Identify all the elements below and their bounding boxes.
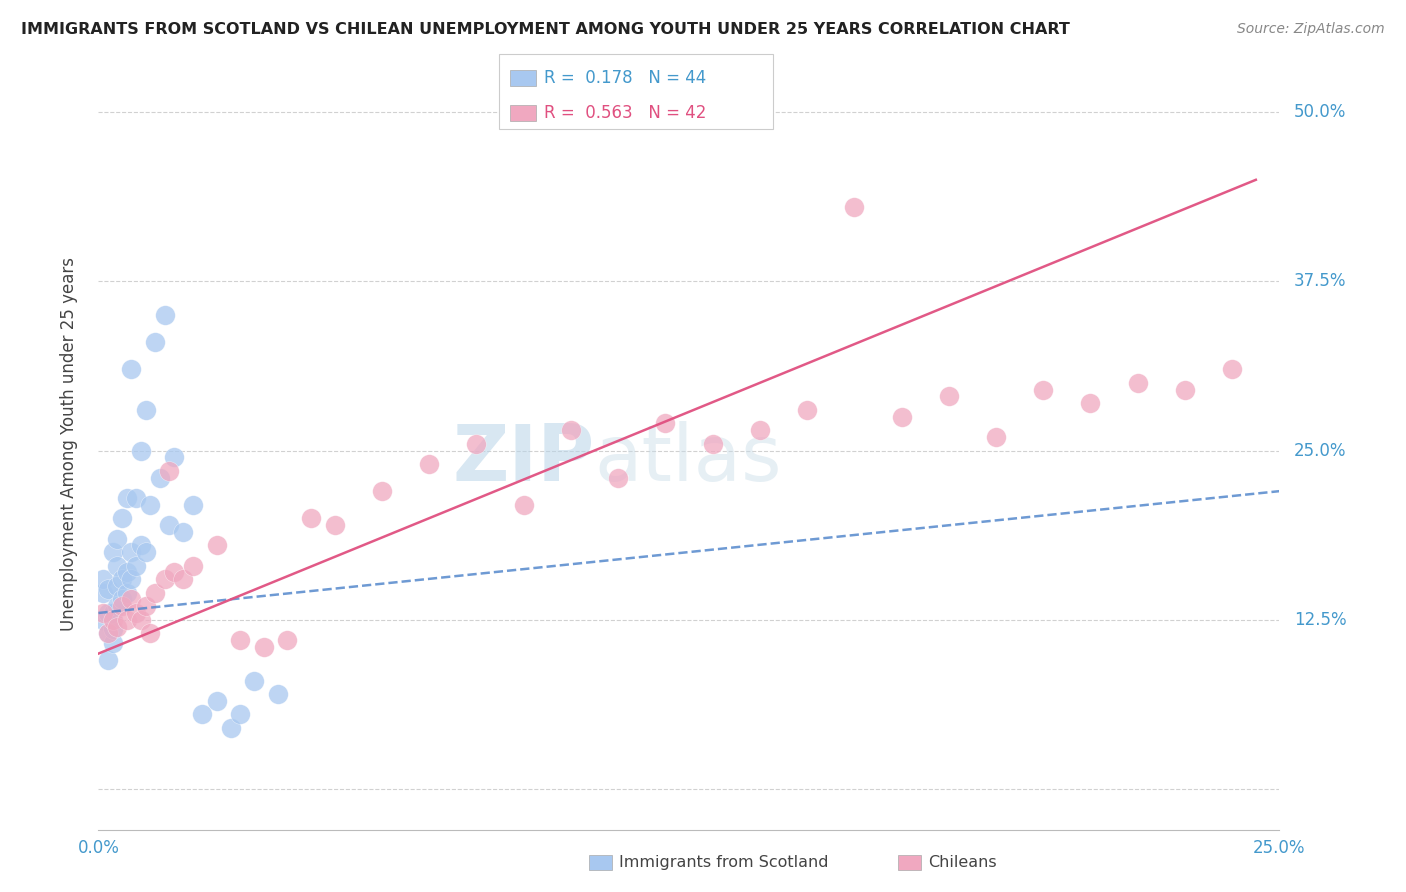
Text: Source: ZipAtlas.com: Source: ZipAtlas.com	[1237, 22, 1385, 37]
Point	[654, 417, 676, 431]
Text: Chileans: Chileans	[928, 855, 997, 870]
Point	[135, 599, 157, 614]
Point	[115, 613, 138, 627]
Point	[1220, 362, 1243, 376]
Text: 50.0%: 50.0%	[1294, 103, 1346, 121]
Point	[149, 470, 172, 484]
Point	[97, 626, 120, 640]
Point	[139, 498, 162, 512]
Point	[219, 721, 242, 735]
Point	[844, 200, 866, 214]
Point	[560, 423, 582, 437]
Point	[153, 572, 176, 586]
Point	[205, 694, 228, 708]
Point	[938, 389, 960, 403]
Point	[1126, 376, 1149, 390]
Point	[91, 572, 114, 586]
Point	[890, 409, 912, 424]
Point	[129, 443, 152, 458]
Text: R =  0.563   N = 42: R = 0.563 N = 42	[544, 103, 706, 121]
Point	[143, 335, 166, 350]
Point	[115, 566, 138, 580]
Point	[91, 606, 114, 620]
Point	[276, 633, 298, 648]
Point	[105, 579, 128, 593]
Text: 25.0%: 25.0%	[1294, 442, 1346, 459]
Point	[97, 653, 120, 667]
Point	[97, 606, 120, 620]
Point	[101, 545, 124, 559]
Point	[91, 585, 114, 599]
Point	[111, 599, 134, 614]
Point	[111, 572, 134, 586]
Point	[748, 423, 770, 437]
Point	[97, 626, 120, 640]
Text: ZIP: ZIP	[453, 421, 595, 497]
Point	[105, 532, 128, 546]
Point	[105, 619, 128, 633]
Point	[418, 457, 440, 471]
Point	[253, 640, 276, 654]
Text: Immigrants from Scotland: Immigrants from Scotland	[619, 855, 828, 870]
Point	[129, 613, 152, 627]
Point	[512, 498, 534, 512]
Point	[191, 707, 214, 722]
Point	[157, 464, 180, 478]
Point	[101, 622, 124, 636]
Text: 37.5%: 37.5%	[1294, 272, 1346, 290]
Point	[153, 308, 176, 322]
Point	[267, 687, 290, 701]
Point	[205, 538, 228, 552]
Point	[105, 599, 128, 614]
Point	[796, 403, 818, 417]
Point	[229, 707, 252, 722]
Point	[243, 673, 266, 688]
Point	[125, 558, 148, 573]
Point	[607, 470, 630, 484]
Point	[115, 491, 138, 505]
Y-axis label: Unemployment Among Youth under 25 years: Unemployment Among Youth under 25 years	[59, 257, 77, 631]
Point	[157, 518, 180, 533]
Point	[135, 403, 157, 417]
Point	[371, 484, 394, 499]
Point	[101, 613, 124, 627]
Point	[111, 511, 134, 525]
Point	[97, 582, 120, 596]
Point	[91, 613, 114, 627]
Point	[465, 436, 488, 450]
Text: IMMIGRANTS FROM SCOTLAND VS CHILEAN UNEMPLOYMENT AMONG YOUTH UNDER 25 YEARS CORR: IMMIGRANTS FROM SCOTLAND VS CHILEAN UNEM…	[21, 22, 1070, 37]
Point	[163, 450, 186, 465]
Point	[1032, 383, 1054, 397]
Point	[323, 518, 346, 533]
Point	[1174, 383, 1197, 397]
Point	[105, 558, 128, 573]
Point	[181, 498, 204, 512]
Point	[229, 633, 252, 648]
Point	[121, 362, 143, 376]
Point	[702, 436, 724, 450]
Point	[101, 606, 124, 620]
Point	[125, 606, 148, 620]
Point	[121, 545, 143, 559]
Point	[121, 592, 143, 607]
Point	[163, 566, 186, 580]
Point	[172, 524, 194, 539]
Point	[121, 572, 143, 586]
Point	[115, 585, 138, 599]
Text: atlas: atlas	[595, 421, 782, 497]
Point	[139, 626, 162, 640]
Point	[299, 511, 322, 525]
Point	[181, 558, 204, 573]
Text: R =  0.178   N = 44: R = 0.178 N = 44	[544, 69, 706, 87]
Point	[129, 538, 152, 552]
Point	[125, 491, 148, 505]
Point	[101, 636, 124, 650]
Text: 12.5%: 12.5%	[1294, 611, 1347, 629]
Point	[172, 572, 194, 586]
Point	[984, 430, 1007, 444]
Point	[1080, 396, 1102, 410]
Point	[135, 545, 157, 559]
Point	[111, 592, 134, 607]
Point	[143, 585, 166, 599]
